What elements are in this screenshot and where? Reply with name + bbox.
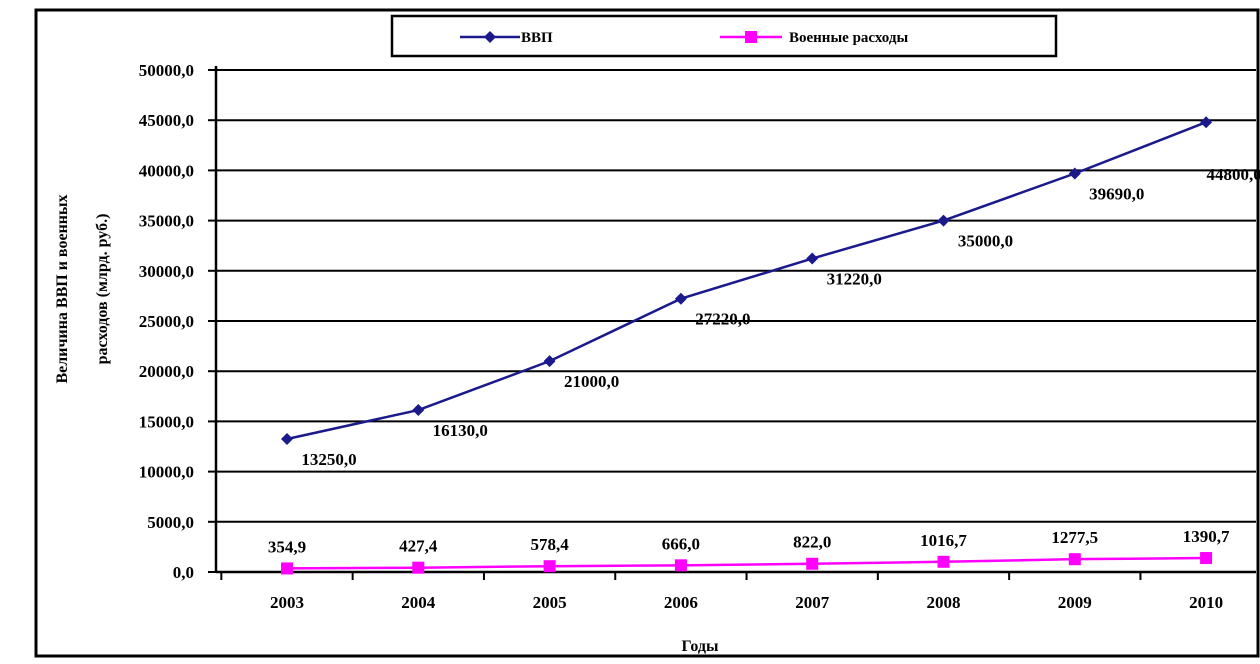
- legend-military-marker: [745, 31, 757, 43]
- x-tick-label: 2006: [664, 593, 698, 612]
- y-tick-label: 10000,0: [139, 463, 194, 482]
- data-label-military: 1390,7: [1183, 527, 1230, 546]
- data-label-gdp: 21000,0: [564, 372, 619, 391]
- y-tick-label: 45000,0: [139, 111, 194, 130]
- data-point-military: [281, 562, 293, 575]
- series-line-military: [286, 556, 1207, 570]
- legend-military-label: Военные расходы: [789, 30, 908, 46]
- data-label-gdp: 16130,0: [433, 421, 488, 440]
- y-tick-label: 20000,0: [139, 362, 194, 381]
- x-tick-label: 2004: [401, 593, 436, 612]
- chart-frame: [34, 8, 1260, 658]
- data-point-gdp: [1068, 167, 1081, 180]
- legend-gdp-label: ВВП: [521, 30, 553, 46]
- legend-item-gdp: ВВП: [460, 30, 553, 46]
- y-tick-label: 50000,0: [139, 61, 194, 80]
- legend: ВВП Военные расходы: [390, 14, 1058, 58]
- data-point-gdp: [543, 355, 556, 368]
- data-point-gdp: [1200, 116, 1213, 129]
- series-line-gdp: [286, 121, 1207, 441]
- data-point-military: [674, 559, 687, 572]
- x-tick-label: 2009: [1058, 593, 1092, 612]
- gridlines: [216, 69, 1256, 523]
- data-point-military: [937, 555, 950, 568]
- y-tick-label: 0,0: [173, 563, 194, 582]
- y-axis-title: Величина ВВП и военных расходов (млрд. р…: [54, 195, 111, 384]
- data-label-gdp: 27220,0: [695, 310, 750, 329]
- data-label-gdp: 13250,0: [301, 450, 356, 469]
- x-tick-label: 2005: [533, 593, 567, 612]
- data-point-military: [1200, 552, 1213, 565]
- data-label-gdp: 31220,0: [827, 270, 882, 289]
- data-point-gdp: [412, 404, 425, 417]
- x-axis-title: Годы: [682, 638, 719, 655]
- data-point-gdp: [806, 252, 819, 265]
- y-tick-label: 5000,0: [147, 513, 194, 532]
- y-tick-label: 30000,0: [139, 262, 194, 281]
- legend-gdp-marker: [484, 31, 496, 43]
- x-tick-label: 2010: [1189, 593, 1223, 612]
- legend-item-military: Военные расходы: [720, 30, 908, 46]
- x-tick-label: 2003: [270, 593, 304, 612]
- axes: 0,0 5000,0 10000,0 15000,0 20000,0 25000,0 300…: [139, 61, 1256, 612]
- data-label-military: 666,0: [662, 534, 700, 553]
- data-label-military: 1016,7: [920, 531, 967, 550]
- data-point-gdp: [281, 432, 293, 445]
- series: [281, 116, 1213, 575]
- x-tick-label: 2007: [795, 593, 830, 612]
- y-tick-label: 40000,0: [139, 161, 194, 180]
- y-tick-label: 15000,0: [139, 412, 194, 431]
- data-label-gdp: 35000,0: [958, 232, 1013, 251]
- data-label-military: 578,4: [530, 535, 569, 554]
- data-labels: 13250,0 16130,0 21000,0 27220,0 31220,0 35000…: [268, 165, 1260, 556]
- y-tick-label: 25000,0: [139, 312, 194, 331]
- data-label-military: 354,9: [268, 537, 306, 556]
- data-point-military: [1068, 553, 1081, 566]
- data-point-military: [806, 557, 819, 570]
- y-axis-title-line-2: расходов (млрд. руб.): [94, 214, 111, 365]
- data-label-military: 1277,5: [1051, 528, 1098, 547]
- data-label-military: 822,0: [793, 533, 831, 552]
- data-point-military: [543, 560, 556, 573]
- y-axis-title-line-1: Величина ВВП и военных: [54, 195, 71, 384]
- x-tick-label: 2008: [927, 593, 961, 612]
- y-tick-label: 35000,0: [139, 212, 194, 231]
- data-point-gdp: [674, 292, 687, 305]
- data-label-gdp: 39690,0: [1089, 185, 1144, 204]
- data-label-military: 427,4: [399, 537, 438, 556]
- data-label-gdp: 44800,0: [1206, 165, 1260, 184]
- data-point-gdp: [937, 214, 950, 227]
- data-point-military: [412, 561, 425, 574]
